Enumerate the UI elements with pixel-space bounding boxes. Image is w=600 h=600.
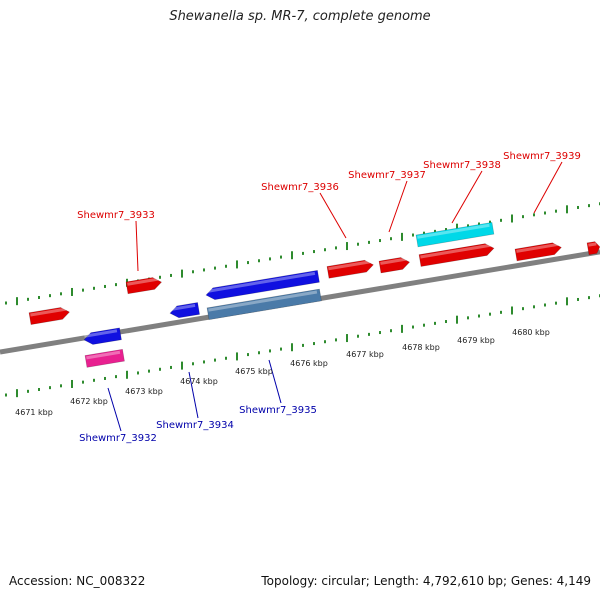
tick-label: 4675 kbp: [235, 367, 273, 376]
label-leader-line: [268, 359, 282, 404]
tick-labels: 4671 kbp 4672 kbp 4673 kbp 4674 kbp 4675 kbp…: [15, 328, 550, 417]
feature-track: [28, 221, 600, 368]
label-leader-line: [107, 387, 122, 432]
gene-label: Shewmr7_3935: [239, 405, 317, 416]
forward-rna-feature: [415, 221, 495, 248]
tick-label: 4676 kbp: [290, 359, 328, 368]
forward-gene-feature: [326, 259, 374, 279]
accession-text: Accession: NC_008322: [9, 574, 146, 588]
label-leader-line: [319, 192, 347, 239]
gene-labels: Shewmr7_3933Shewmr7_3936Shewmr7_3937Shew…: [77, 151, 581, 444]
gene-label: Shewmr7_3938: [423, 160, 501, 171]
gene-label: Shewmr7_3937: [348, 170, 426, 181]
label-leader-line: [135, 220, 139, 272]
forward-gene-feature: [418, 243, 495, 267]
forward-gene-feature: [28, 307, 70, 325]
tick-label: 4671 kbp: [15, 408, 53, 417]
label-leader-line: [451, 170, 483, 224]
reverse-gene-feature: [83, 327, 122, 345]
tick-label: 4680 kbp: [512, 328, 550, 337]
label-leaders: [107, 161, 563, 432]
genome-summary-text: Topology: circular; Length: 4,792,610 bp…: [261, 574, 591, 588]
forward-gene-feature: [125, 277, 163, 295]
forward-gene-feature: [514, 242, 562, 262]
gene-label: Shewmr7_3934: [156, 420, 234, 431]
reverse-gene-feature: [169, 302, 200, 319]
page-title: Shewanella sp. MR-7, complete genome: [169, 9, 431, 24]
forward-gene-feature: [378, 257, 411, 274]
label-leader-line: [533, 161, 563, 214]
tick-label: 4672 kbp: [70, 397, 108, 406]
reverse-cds-feature: [206, 288, 322, 321]
gene-label: Shewmr7_3936: [261, 182, 339, 193]
tick-label: 4673 kbp: [125, 387, 163, 396]
reverse-tick-track: [5, 294, 600, 398]
tick-label: 4674 kbp: [180, 377, 218, 386]
tick-label: 4679 kbp: [457, 336, 495, 345]
tick-label: 4678 kbp: [402, 343, 440, 352]
label-leader-line: [388, 180, 408, 233]
reverse-gene-feature: [205, 270, 320, 300]
reverse-rna-feature: [84, 348, 125, 368]
forward-gene-feature: [586, 241, 600, 256]
gene-label: Shewmr7_3933: [77, 210, 155, 221]
gene-label: Shewmr7_3939: [503, 151, 581, 162]
label-leader-line: [188, 371, 199, 419]
gene-label: Shewmr7_3932: [79, 433, 157, 444]
tick-label: 4677 kbp: [346, 350, 384, 359]
